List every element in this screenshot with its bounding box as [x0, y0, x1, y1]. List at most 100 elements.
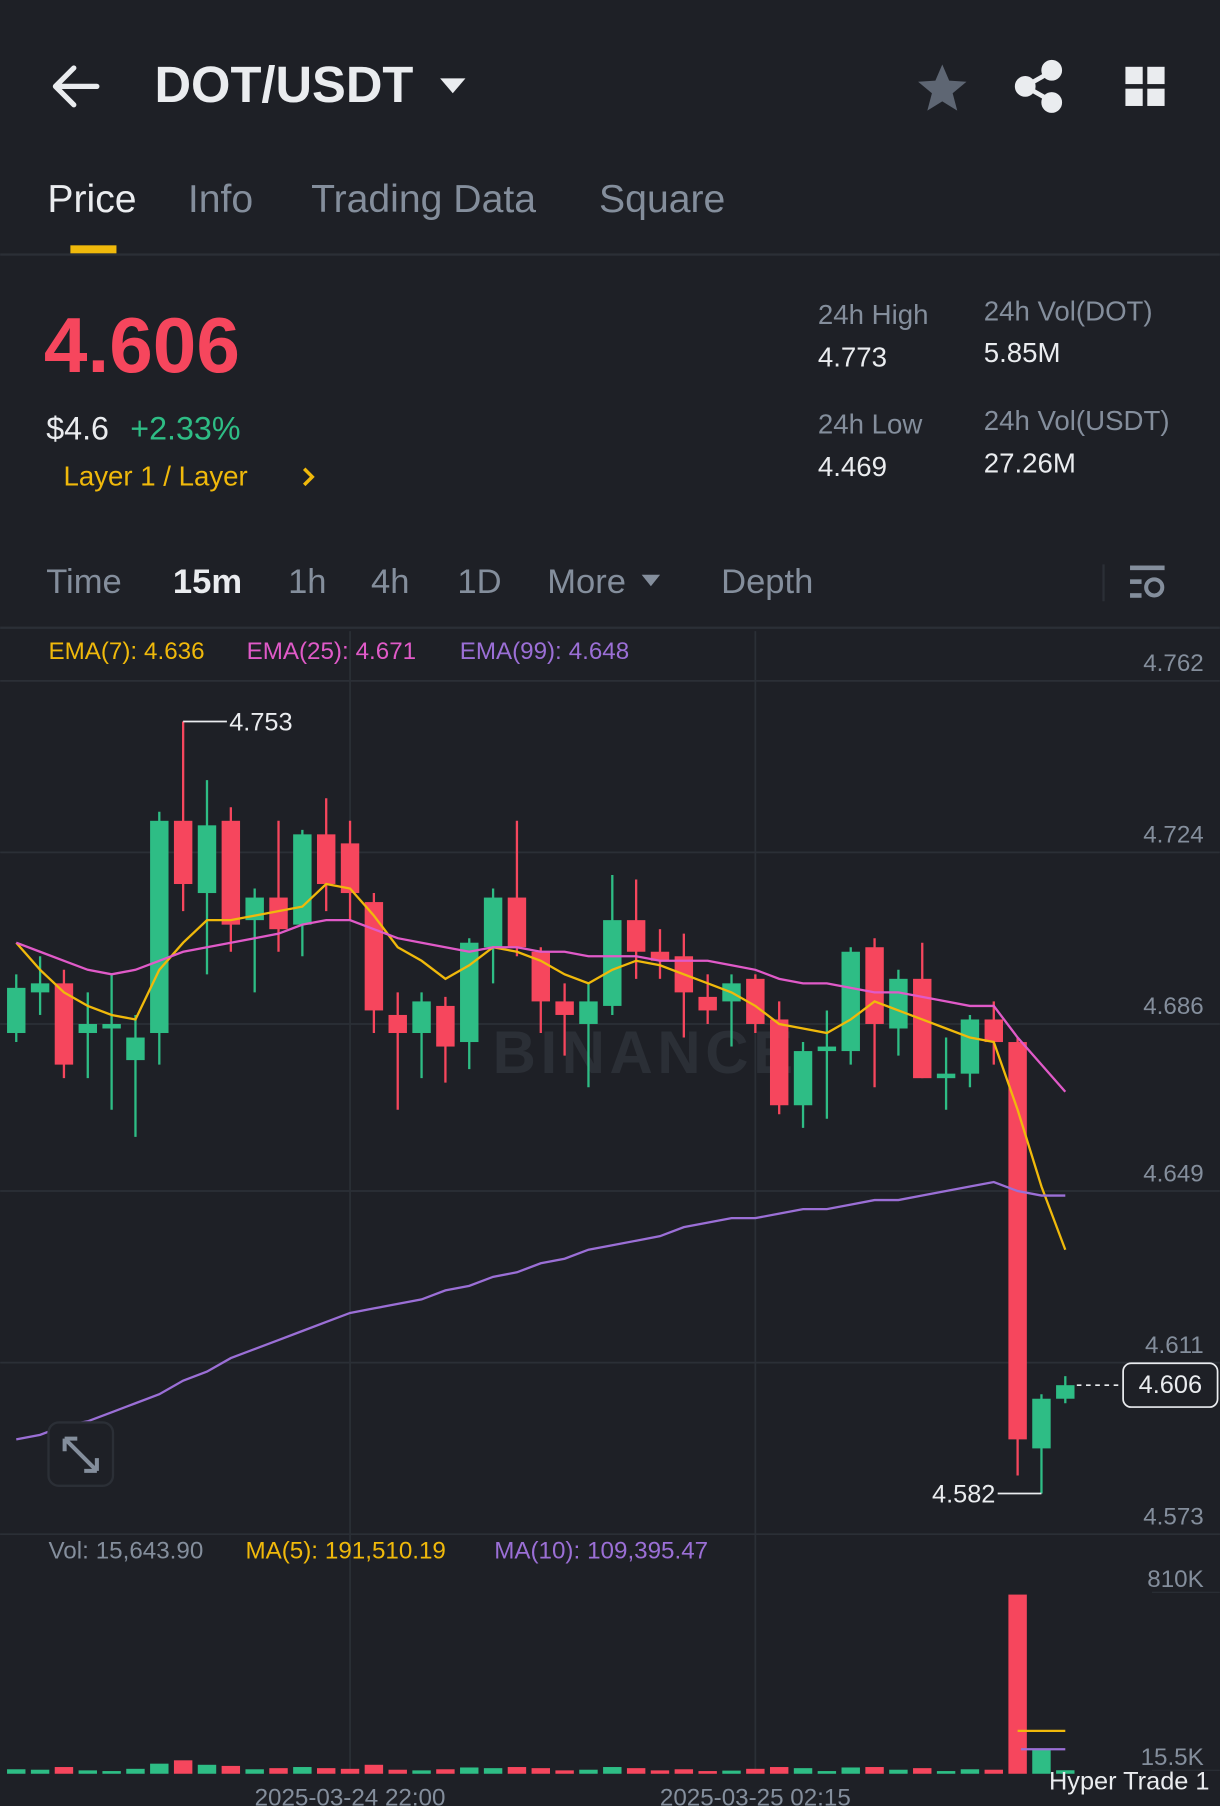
- candle-body: [54, 983, 74, 1065]
- candle-body: [841, 951, 860, 1052]
- candle-body: [388, 1014, 407, 1034]
- tab[interactable]: Square: [599, 178, 725, 221]
- stat-value: 5.85M: [984, 337, 1061, 368]
- candle-body: [293, 834, 312, 925]
- ma-legend-value: 191,510.19: [325, 1538, 446, 1565]
- candle-body: [626, 920, 646, 952]
- volume-bar: [173, 1760, 193, 1774]
- volume-bar: [460, 1767, 479, 1774]
- volume-bar: [984, 1769, 1003, 1774]
- stat-value: 4.773: [818, 342, 887, 373]
- candle-body: [793, 1051, 813, 1106]
- chart-settings-icon[interactable]: [1130, 565, 1165, 598]
- interval[interactable]: Time: [46, 563, 122, 601]
- price-tag: [1122, 1362, 1219, 1408]
- grid-cell: [1147, 88, 1165, 106]
- interval[interactable]: 4h: [371, 563, 409, 601]
- candle-body: [150, 820, 169, 1034]
- interval[interactable]: More: [547, 563, 626, 601]
- ma-legend: MA(10): 109,395.47: [494, 1538, 708, 1565]
- candle-body: [984, 1019, 1003, 1043]
- candle-body: [746, 978, 765, 1024]
- candle-body: [650, 951, 670, 961]
- back-button[interactable]: [52, 65, 100, 108]
- ema-legend-label: EMA(7):: [49, 638, 138, 665]
- ema-legend-value: 4.671: [356, 638, 417, 665]
- usd-price: $4.6: [46, 410, 109, 446]
- y-tick-label: 4.649: [1143, 1160, 1203, 1187]
- expand-button[interactable]: [47, 1421, 115, 1487]
- volume-bar: [793, 1768, 813, 1774]
- interval[interactable]: 1D: [457, 563, 501, 601]
- volume-bar: [555, 1770, 574, 1774]
- ema-legend-label: EMA(99):: [460, 638, 562, 665]
- ema-legend-value: 4.648: [569, 638, 630, 665]
- stat-label: 24h Vol(USDT): [984, 405, 1170, 436]
- volume-legend: Vol: 15,643.90: [49, 1538, 204, 1565]
- tab[interactable]: Price: [47, 178, 136, 221]
- ema-legend-label: EMA(25):: [247, 638, 349, 665]
- divider: [0, 626, 1220, 629]
- y-tick-label: 4.573: [1143, 1503, 1203, 1530]
- pair-title[interactable]: DOT/USDT: [154, 56, 413, 113]
- candle-body: [340, 843, 360, 894]
- candle-body: [30, 983, 50, 993]
- grid-icon[interactable]: [1125, 66, 1165, 106]
- grid-cell: [1125, 88, 1143, 106]
- icon-bar: [1130, 593, 1142, 598]
- volume-bar: [1056, 1770, 1075, 1774]
- icon-bar: [1130, 565, 1165, 571]
- tab[interactable]: Info: [188, 178, 253, 221]
- volume-bar: [30, 1769, 50, 1774]
- volume-bar: [1032, 1749, 1051, 1774]
- x-tick-label: 2025-03-24 22:00: [255, 1784, 446, 1806]
- volume-tick-label: 15.5K: [1141, 1744, 1204, 1771]
- volume-bar: [436, 1769, 455, 1774]
- ema-legend: EMA(25): 4.671: [247, 638, 417, 665]
- candle-body: [865, 947, 884, 1024]
- candle-body: [483, 897, 503, 948]
- stat-label: 24h Vol(DOT): [984, 296, 1153, 327]
- favorite-icon[interactable]: [918, 64, 967, 111]
- candle-body: [817, 1046, 837, 1052]
- tab[interactable]: Trading Data: [311, 178, 536, 221]
- ema-line: [15, 882, 1067, 1251]
- tab-indicator: [70, 245, 117, 254]
- back-arrow: [52, 65, 100, 108]
- volume-bar: [936, 1771, 956, 1774]
- more-dropdown[interactable]: [641, 574, 661, 587]
- candle-body: [102, 1023, 121, 1029]
- volume-bar: [483, 1768, 503, 1774]
- stat-value: 27.26M: [984, 448, 1076, 479]
- volume-bar: [579, 1769, 598, 1774]
- interval[interactable]: 1h: [288, 563, 326, 601]
- volume-bar: [674, 1769, 694, 1774]
- volume-bar: [650, 1770, 670, 1774]
- sector-chevron[interactable]: [302, 467, 315, 487]
- last-price: 4.606: [44, 301, 240, 389]
- icon-bar: [1130, 579, 1142, 584]
- ma-legend-value: 109,395.47: [587, 1538, 708, 1565]
- price-change: +2.33%: [130, 410, 240, 446]
- volume-bar: [412, 1770, 431, 1774]
- volume-bar: [603, 1767, 622, 1774]
- candle-body: [126, 1037, 145, 1061]
- y-tick-label: 4.762: [1143, 650, 1203, 677]
- interval[interactable]: Depth: [721, 563, 813, 601]
- stat-label: 24h High: [818, 299, 929, 330]
- share-dot: [1041, 59, 1063, 81]
- x-tick-label: 2025-03-25 02:15: [660, 1784, 851, 1806]
- volume-bar: [269, 1768, 288, 1774]
- sector-tag[interactable]: Layer 1 / Layer: [63, 460, 247, 491]
- volume-bar: [316, 1768, 336, 1774]
- ema-legend-value: 4.636: [144, 638, 204, 665]
- volume-bar: [698, 1771, 717, 1774]
- ema-legend: EMA(7): 4.636: [49, 638, 205, 665]
- candle-body: [579, 1001, 598, 1024]
- share-icon[interactable]: [1014, 59, 1063, 113]
- candle-body: [769, 1019, 789, 1106]
- pair-dropdown[interactable]: [440, 78, 466, 94]
- volume-legend-value: 15,643.90: [96, 1538, 204, 1565]
- interval[interactable]: 15m: [173, 563, 242, 601]
